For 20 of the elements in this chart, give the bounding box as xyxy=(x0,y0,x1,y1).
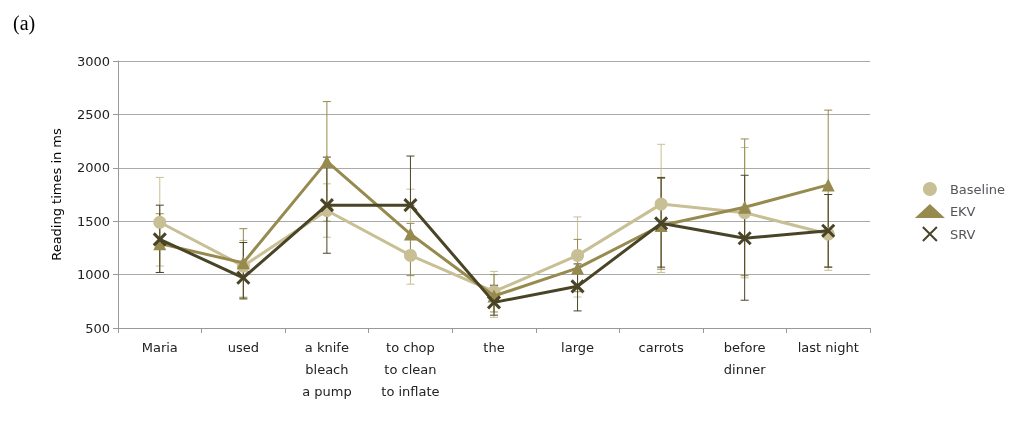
x-tick-label: the xyxy=(483,339,505,355)
y-tick-label: 500 xyxy=(85,320,110,336)
legend-label: Baseline xyxy=(949,181,1006,197)
y-tick-label: 1500 xyxy=(76,213,110,229)
legend-label: SRV xyxy=(949,226,976,242)
x-tick-label: a knife bleach a pump xyxy=(302,339,352,399)
y-tick-label: 3000 xyxy=(76,53,110,69)
y-tick-label: 2500 xyxy=(76,106,110,122)
x-tick-label: used xyxy=(227,339,259,355)
x-tick-label: last night xyxy=(797,339,859,355)
x-tick-label: to chop to clean to inflate xyxy=(381,339,440,399)
y-tick-label: 1000 xyxy=(76,267,110,283)
legend-label: EKV xyxy=(949,203,976,219)
y-tick-label: 2000 xyxy=(76,160,110,176)
x-tick-label: large xyxy=(561,339,595,355)
x-tick-label: carrots xyxy=(638,339,684,355)
x-tick-label: before dinner xyxy=(723,339,767,377)
chart-title: (a) xyxy=(13,12,36,35)
y-axis-title: Reading times in ms xyxy=(49,127,64,261)
x-tick-label: Maria xyxy=(141,339,178,355)
